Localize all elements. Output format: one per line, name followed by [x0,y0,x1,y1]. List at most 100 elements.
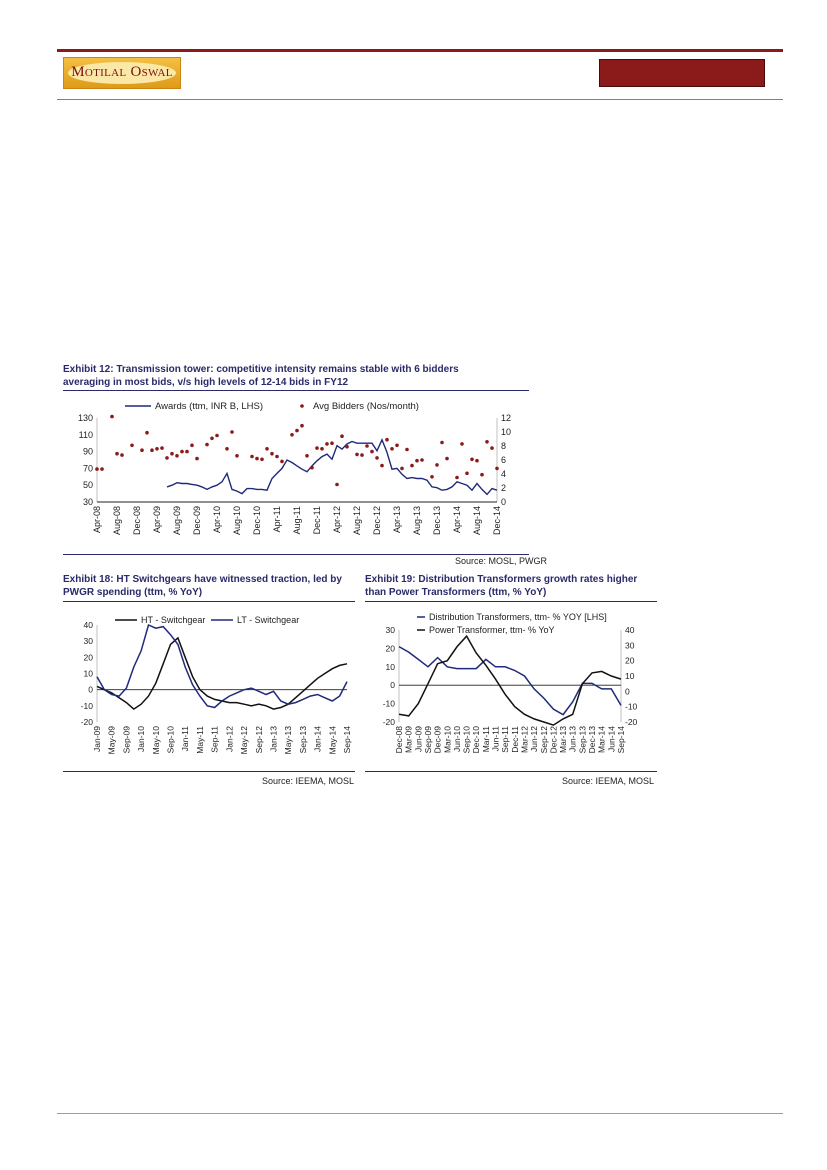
y-tick-label: -20 [383,717,396,727]
scatter-point [460,442,464,446]
scatter-point [360,453,364,457]
series-line [166,438,498,496]
exhibit12-bottom-rule [63,554,529,555]
exhibit12-title-line1: Exhibit 12: Transmission tower: competit… [63,364,459,375]
scatter-point [330,441,334,445]
x-tick-label: Dec-11 [510,726,520,753]
scatter-point [180,449,184,454]
x-tick-label: Aug-08 [112,506,122,535]
exhibit12-chart: 30 50 70 90 110 130 0 2 4 6 8 10 12 Apr-08 Aug-08 Dec-0… [78,401,511,535]
scatter-point [435,463,439,467]
x-tick-label: Jan-13 [268,726,278,752]
x-tick-label: Sep-09 [423,726,433,754]
scatter-point [95,467,99,471]
x-tick-label: Dec-09 [192,506,202,535]
scatter-point [120,453,124,457]
header-subrule [57,99,783,100]
scatter-point [145,430,149,435]
scatter-point [280,459,284,464]
y2-tick-label: 40 [625,625,635,635]
scatter-point [465,471,469,476]
scatter-point [270,451,274,456]
x-tick-label: Apr-14 [452,506,462,533]
y-tick-label: 0 [390,680,395,690]
x-tick-label: Dec-13 [587,726,597,754]
x-tick-label: Apr-09 [152,506,162,533]
scatter-point [410,463,414,468]
y-tick-label: 30 [83,497,93,507]
y2-tick-label: 20 [625,656,635,666]
x-tick-label: Jan-12 [224,726,234,752]
exhibit18-bottom-rule [63,771,355,772]
exhibit12-top-rule [63,390,529,391]
scatter-point [395,443,399,448]
scatter-point [165,456,169,460]
header-red-box [599,59,765,87]
y-tick-label: 10 [386,662,396,672]
x-tick-label: May-10 [151,726,161,755]
scatter-point [470,457,474,462]
scatter-point [150,448,154,452]
series-line [398,634,622,726]
x-tick-label: Dec-08 [132,506,142,535]
exhibit19-source: Source: IEEMA, MOSL [562,776,655,786]
x-tick-label: Aug-12 [352,506,362,535]
scatter-point [215,433,219,438]
y2-tick-label: 0 [625,686,630,696]
exhibit19-title: Exhibit 19: Distribution Transformers gr… [365,573,637,599]
scatter-point [100,467,104,471]
scatter-point [380,463,384,468]
x-tick-label: Dec-08 [394,726,404,754]
exhibit18-title-line1: Exhibit 18: HT Switchgears have witnesse… [63,574,342,585]
x-tick-label: Sep-14 [616,726,626,754]
scatter-point [325,442,329,446]
x-tick-label: Mar-12 [519,726,529,753]
scatter-point [340,434,344,438]
x-tick-label: Aug-11 [292,506,302,534]
x-tick-label: Jun-09 [413,726,423,752]
legend-marker [300,404,304,408]
y2-tick-label: 2 [501,483,506,493]
x-tick-label: May-13 [283,726,293,755]
scatter-point [155,447,159,451]
exhibit19-top-rule [365,601,657,602]
x-tick-label: Sep-11 [210,726,220,753]
y2-tick-label: -10 [625,702,638,712]
y-tick-label: 30 [386,625,396,635]
x-tick-label: Jun-12 [529,726,539,752]
header-rule [57,49,783,52]
x-tick-label: Sep-12 [254,726,264,754]
y-tick-label: 110 [79,430,93,440]
x-tick-label: Aug-14 [472,506,482,535]
exhibit19-chart: -20 -10 0 10 20 30 -20 -10 0 10 20 30 40 Dec-08 Mar-09… [383,612,638,754]
scatter-point [175,454,179,458]
y2-tick-label: 4 [501,469,506,479]
exhibit12-title-line2: averaging in most bids, v/s high levels … [63,377,349,388]
scatter-point [485,440,489,444]
scatter-point [250,454,254,459]
scatter-point [385,437,389,442]
x-tick-label: Apr-13 [392,506,402,533]
x-tick-label: Apr-11 [272,506,282,532]
logo-text: Motilal Oswal [71,64,173,80]
y2-tick-label: 6 [501,455,506,465]
scatter-point [265,447,269,451]
x-tick-label: Sep-10 [166,726,176,754]
motilal-oswal-logo: Motilal Oswal [63,57,181,89]
x-tick-label: Dec-10 [252,506,262,535]
x-tick-label: Apr-10 [212,506,222,533]
exhibit19-title-line2: than Power Transformers (ttm, % YoY) [365,587,547,598]
series-line [398,645,622,716]
y2-tick-label: 10 [625,671,635,681]
x-tick-label: Dec-13 [432,506,442,535]
x-tick-label: Mar-09 [404,726,414,753]
scatter-point [295,428,299,433]
y-tick-label: 130 [78,413,93,423]
scatter-point [430,475,434,479]
scatter-point [305,454,309,458]
x-tick-label: Dec-14 [492,506,502,535]
x-tick-label: Sep-11 [500,726,510,753]
scatter-point [370,449,374,454]
scatter-point [260,457,264,462]
y2-tick-label: 10 [501,427,511,437]
